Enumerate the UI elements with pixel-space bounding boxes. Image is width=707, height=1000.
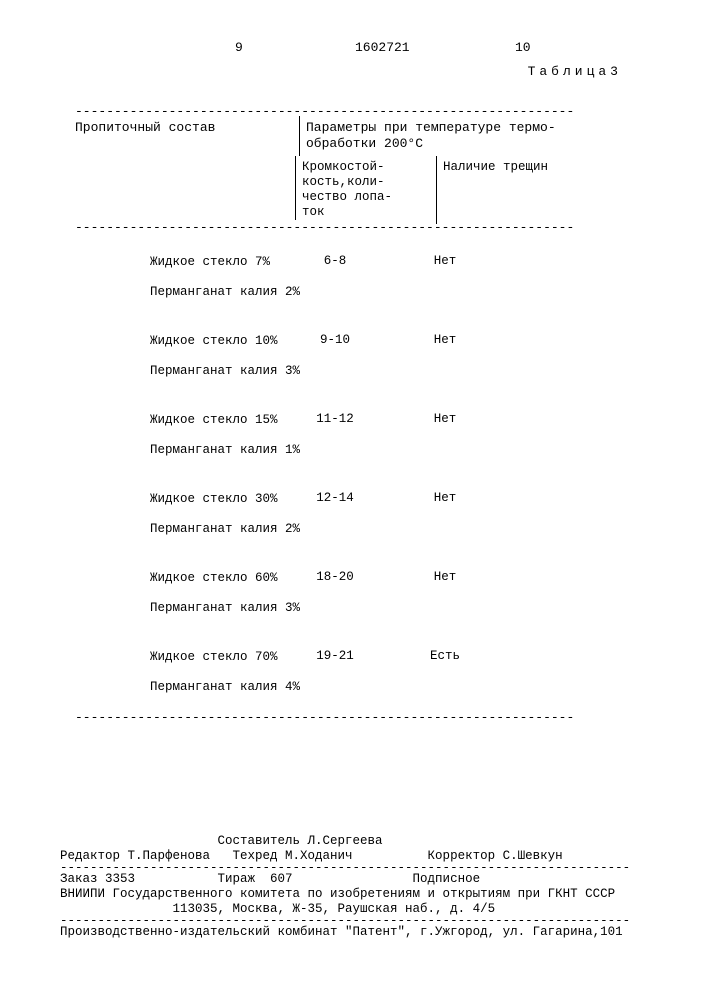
- comp-a: Жидкое стекло 60%: [150, 571, 278, 585]
- col-header-composition: Пропиточный состав: [75, 116, 300, 156]
- table-row: Жидкое стекло 30% Перманганат калия 2% 1…: [75, 477, 595, 552]
- sub-l3: чество лопа-: [302, 190, 432, 205]
- footer-credits: Редактор Т.Парфенова Техред М.Ходанич Ко…: [60, 849, 652, 864]
- cell-value: 11-12: [295, 398, 375, 473]
- footer-rule-1: ----------------------------------------…: [60, 864, 652, 872]
- cell-composition: Жидкое стекло 30% Перманганат калия 2%: [75, 477, 295, 552]
- cell-value: 18-20: [295, 556, 375, 631]
- col-header-params-l1: Параметры при температуре термо-: [306, 120, 591, 136]
- table-row: Жидкое стекло 7% Перманганат калия 2% 6-…: [75, 240, 595, 315]
- table-subheader-row: Кромкостой- кость,коли- чество лопа- ток…: [75, 156, 595, 224]
- comp-a: Жидкое стекло 10%: [150, 334, 278, 348]
- footer-rule-2: ----------------------------------------…: [60, 917, 652, 925]
- table: ----------------------------------------…: [75, 108, 595, 722]
- footer-compiler: Составитель Л.Сергеева: [60, 834, 652, 849]
- page-number-left: 9: [235, 40, 243, 55]
- table-header-row: Пропиточный состав Параметры при темпера…: [75, 116, 595, 156]
- cell-cracks: Нет: [375, 477, 515, 552]
- sub-l2: кость,коли-: [302, 175, 432, 190]
- col-header-params: Параметры при температуре термо- обработ…: [300, 116, 595, 156]
- cell-composition: Жидкое стекло 7% Перманганат калия 2%: [75, 240, 295, 315]
- footer-address: 113035, Москва, Ж-35, Раушская наб., д. …: [60, 902, 652, 917]
- sub-l4: ток: [302, 205, 432, 220]
- table-row: Жидкое стекло 70% Перманганат калия 4% 1…: [75, 635, 595, 710]
- cell-value: 9-10: [295, 319, 375, 394]
- cell-value: 6-8: [295, 240, 375, 315]
- header: 9 1602721 10 Таблица3: [75, 40, 652, 64]
- comp-b: Перманганат калия 4%: [150, 680, 300, 694]
- comp-b: Перманганат калия 2%: [150, 285, 300, 299]
- col-header-params-l2: обработки 200°С: [306, 136, 591, 152]
- subheader-cracks: Наличие трещин: [437, 156, 595, 224]
- subheader-spacer: [75, 156, 296, 220]
- table-rule-top: ----------------------------------------…: [75, 108, 595, 116]
- table-body: Жидкое стекло 7% Перманганат калия 2% 6-…: [75, 240, 595, 710]
- cell-cracks: Нет: [375, 556, 515, 631]
- page: 9 1602721 10 Таблица3 ------------------…: [0, 0, 707, 1000]
- table-row: Жидкое стекло 60% Перманганат калия 3% 1…: [75, 556, 595, 631]
- cell-composition: Жидкое стекло 10% Перманганат калия 3%: [75, 319, 295, 394]
- footer-org: ВНИИПИ Государственного комитета по изоб…: [60, 887, 652, 902]
- document-number: 1602721: [355, 40, 410, 55]
- table-row: Жидкое стекло 15% Перманганат калия 1% 1…: [75, 398, 595, 473]
- cell-cracks: Нет: [375, 398, 515, 473]
- comp-b: Перманганат калия 3%: [150, 364, 300, 378]
- footer-order: Заказ 3353 Тираж 607 Подписное: [60, 872, 652, 887]
- comp-b: Перманганат калия 2%: [150, 522, 300, 536]
- subheader-edge-strength: Кромкостой- кость,коли- чество лопа- ток: [296, 156, 437, 224]
- comp-b: Перманганат калия 1%: [150, 443, 300, 457]
- cell-composition: Жидкое стекло 15% Перманганат калия 1%: [75, 398, 295, 473]
- sub-l1: Кромкостой-: [302, 160, 432, 175]
- comp-a: Жидкое стекло 15%: [150, 413, 278, 427]
- footer-publisher: Производственно-издательский комбинат "П…: [60, 925, 652, 940]
- table-label: Таблица3: [528, 64, 622, 79]
- cell-value: 19-21: [295, 635, 375, 710]
- footer: Составитель Л.Сергеева Редактор Т.Парфен…: [60, 834, 652, 940]
- page-number-right: 10: [515, 40, 531, 55]
- cell-cracks: Нет: [375, 319, 515, 394]
- cell-value: 12-14: [295, 477, 375, 552]
- comp-a: Жидкое стекло 7%: [150, 255, 270, 269]
- comp-b: Перманганат калия 3%: [150, 601, 300, 615]
- comp-a: Жидкое стекло 70%: [150, 650, 278, 664]
- cell-cracks: Нет: [375, 240, 515, 315]
- cell-cracks: Есть: [375, 635, 515, 710]
- comp-a: Жидкое стекло 30%: [150, 492, 278, 506]
- table-row: Жидкое стекло 10% Перманганат калия 3% 9…: [75, 319, 595, 394]
- cell-composition: Жидкое стекло 60% Перманганат калия 3%: [75, 556, 295, 631]
- cell-composition: Жидкое стекло 70% Перманганат калия 4%: [75, 635, 295, 710]
- table-rule-bottom: ----------------------------------------…: [75, 714, 595, 722]
- table-rule-mid: ----------------------------------------…: [75, 224, 595, 232]
